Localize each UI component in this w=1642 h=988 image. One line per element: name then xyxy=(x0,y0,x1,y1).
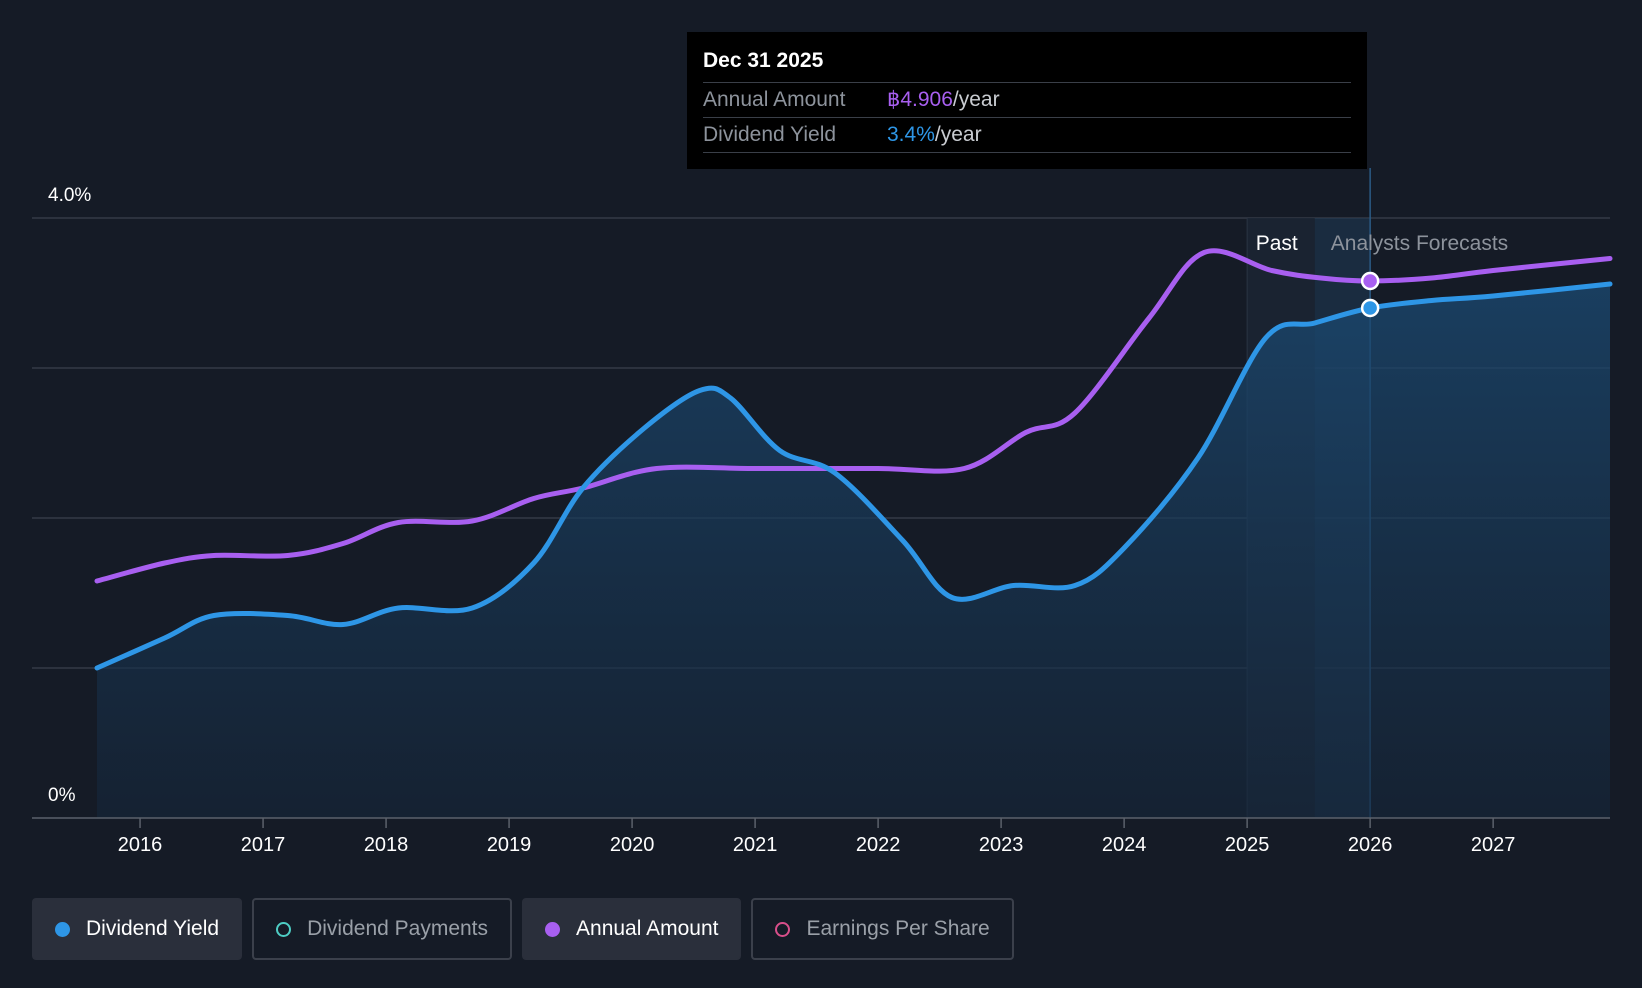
tooltip: Dec 31 2025 Annual Amount ฿4.906/year Di… xyxy=(687,32,1367,169)
tooltip-annual-row: Annual Amount ฿4.906/year xyxy=(703,83,1351,118)
x-tick-label: 2027 xyxy=(1471,834,1516,856)
dividend-yield-line xyxy=(94,281,1613,671)
x-tick-label: 2016 xyxy=(118,834,163,856)
tooltip-annual-value: ฿4.906 xyxy=(887,88,953,111)
x-tick-label: 2024 xyxy=(1102,834,1147,856)
legend-ring-icon xyxy=(775,921,791,937)
tooltip-yield-label: Dividend Yield xyxy=(703,123,837,146)
legend-dividend-payments[interactable]: Dividend Payments xyxy=(252,898,513,960)
x-tick-label: 2025 xyxy=(1225,834,1270,856)
tooltip-annual-label: Annual Amount xyxy=(703,88,846,111)
x-tick-label: 2022 xyxy=(856,834,901,856)
yield-area xyxy=(97,284,1610,818)
x-tick-label: 2026 xyxy=(1348,834,1393,856)
tooltip-yield-row: Dividend Yield 3.4%/year xyxy=(703,118,1351,153)
x-tick-label: 2023 xyxy=(979,834,1024,856)
x-tick-label: 2020 xyxy=(610,834,655,856)
annual-amount-line xyxy=(94,248,1613,584)
x-tick-label: 2019 xyxy=(487,834,532,856)
past-label: Past xyxy=(1256,232,1298,255)
legend-label: Annual Amount xyxy=(576,917,719,940)
legend-ring-icon xyxy=(276,921,292,937)
legend-dot-icon xyxy=(545,921,561,937)
tooltip-annual-unit: /year xyxy=(952,88,1000,111)
yield-area-fill xyxy=(97,284,1610,818)
annual-amount-marker xyxy=(1360,271,1380,291)
y-tick-label-bottom: 0% xyxy=(48,785,76,806)
tooltip-yield-unit: /year xyxy=(934,123,982,146)
x-tick-label: 2017 xyxy=(241,834,286,856)
legend-label: Earnings Per Share xyxy=(806,917,990,940)
tooltip-date: Dec 31 2025 xyxy=(703,46,1351,83)
hover-markers xyxy=(1360,271,1380,318)
legend-label: Dividend Payments xyxy=(307,917,489,940)
x-tick-label: 2021 xyxy=(733,834,778,856)
legend-dot-icon xyxy=(55,921,70,937)
x-axis: 2016 2017 2018 2019 2020 2021 2022 2023 2024 2025… xyxy=(32,817,1610,856)
legend-dividend-yield[interactable]: Dividend Yield xyxy=(32,898,243,960)
x-tick-label: 2018 xyxy=(364,834,409,856)
legend: Dividend Yield Dividend Payments Annual … xyxy=(32,898,1014,960)
legend-earnings-per-share[interactable]: Earnings Per Share xyxy=(751,898,1014,960)
y-tick-label-top: 4.0% xyxy=(48,185,91,206)
legend-annual-amount[interactable]: Annual Amount xyxy=(522,898,742,960)
series-lines xyxy=(94,248,1613,671)
dividend-yield-marker xyxy=(1360,298,1380,318)
tooltip-yield-value: 3.4% xyxy=(887,123,935,146)
forecast-label: Analysts Forecasts xyxy=(1331,232,1508,255)
legend-label: Dividend Yield xyxy=(86,917,220,940)
